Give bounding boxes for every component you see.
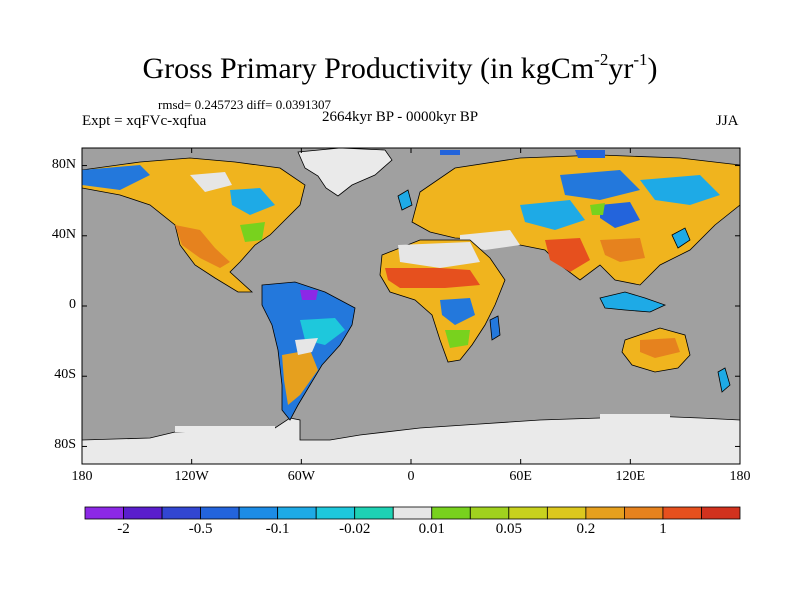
axis-ticks [81,148,741,464]
map-title: Gross Primary Productivity (in kgCm-2yr-… [142,50,658,85]
lon-tick-label: 60E [509,469,532,484]
colorbar-swatch [662,506,702,520]
colorbar-label: -2 [117,521,130,537]
colorbar-swatch [200,506,240,520]
colorbar-label: 1 [659,521,667,537]
lat-tick-label: 80N [51,156,76,172]
colorbar-swatch [469,506,510,520]
colorbar-swatch [238,506,279,520]
colorbar-swatch [546,506,587,520]
colorbar-swatch [392,506,433,520]
colorbar-swatch [624,506,664,520]
season-label: JJA [716,113,739,129]
experiment-label: Expt = xqFVc-xqfua [82,113,207,129]
lat-tick-label: 80S [54,437,76,453]
lon-tick-label: 180 [729,469,751,484]
indonesia-landmass [599,291,667,313]
colorbar-swatch [701,506,741,520]
colorbar-swatch [84,506,124,520]
colorbar-swatch [277,506,317,520]
period-label: 2664kyr BP - 0000kyr BP [322,109,479,125]
stats-line: rmsd= 0.245723 diff= 0.0391307 [158,97,331,112]
colorbar-swatch [354,506,394,520]
colorbar-label: -0.5 [188,521,213,537]
colorbar-label: 0.05 [495,521,522,537]
colorbar-swatch [315,506,356,520]
colorbar-label: 0.01 [418,521,445,537]
lon-tick-label: 0 [407,469,415,484]
lon-tick-label: 60W [287,469,315,484]
colorbar-label: -0.1 [265,521,290,537]
colorbar-swatch [161,506,201,520]
colorbar-label: 0.2 [576,521,596,537]
lat-tick-label: 40S [54,367,76,383]
colorbar-swatch [585,506,625,520]
colorbar [84,506,741,520]
lon-tick-label: 120W [174,469,209,484]
colorbar-swatch [123,506,163,520]
colorbar-label: -0.02 [339,521,371,537]
colorbar-swatch [508,506,548,520]
lat-tick-label: 0 [69,297,76,312]
lon-tick-label: 120E [615,469,646,484]
lon-tick-label: 180 [71,469,93,484]
lat-tick-label: 40N [51,226,76,242]
greenland-landmass [297,148,393,197]
colorbar-swatch [431,506,471,520]
